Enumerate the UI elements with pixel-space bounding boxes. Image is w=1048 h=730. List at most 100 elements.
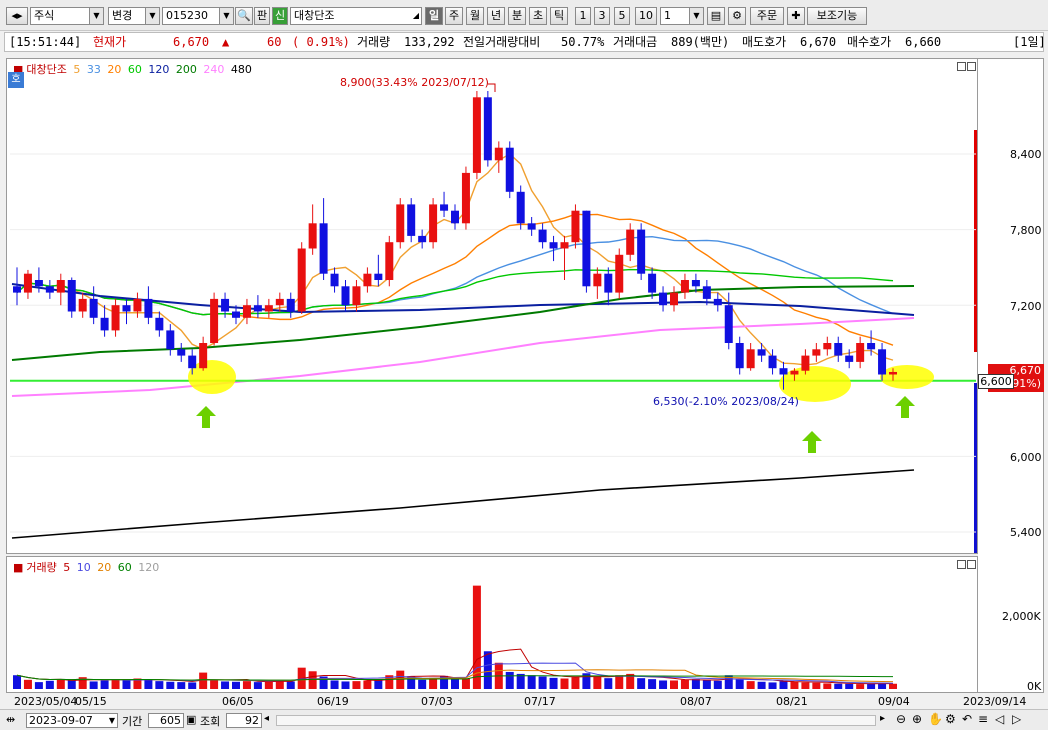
zoom-in-icon[interactable]: ⊕ <box>912 712 923 726</box>
period-day-button[interactable]: 일 <box>425 7 443 25</box>
volume-bar <box>560 678 569 689</box>
period-month-button[interactable]: 월 <box>466 7 484 25</box>
sin-badge[interactable]: 신 <box>272 7 288 25</box>
window-close-icon[interactable] <box>967 62 976 71</box>
market-type-select[interactable]: 주식 ▼ <box>30 7 104 25</box>
candle-body <box>363 273 372 287</box>
candle-body <box>604 273 613 293</box>
chevron-down-icon[interactable]: ▼ <box>89 8 103 24</box>
volume-bar <box>418 679 427 689</box>
prev-icon[interactable]: ◁ <box>995 712 1005 726</box>
candle-body <box>560 242 569 249</box>
volume-bar <box>13 675 21 689</box>
volume-bar <box>823 683 832 689</box>
candle-body <box>483 97 492 161</box>
change-select[interactable]: 변경 ▼ <box>108 7 160 25</box>
candle-body <box>538 229 547 243</box>
candle-body <box>505 147 514 192</box>
market-type-value: 주식 <box>34 9 55 22</box>
num-10-button[interactable]: 10 <box>635 7 657 25</box>
next-icon[interactable]: ▷ <box>1012 712 1022 726</box>
candle-body <box>13 286 21 293</box>
window-close-icon[interactable] <box>967 560 976 569</box>
scroll-right-icon[interactable]: ▸ <box>880 713 886 724</box>
volume-bar <box>713 680 722 689</box>
candle-body <box>757 349 766 356</box>
candle-body <box>637 229 646 274</box>
chevron-down-icon[interactable]: ▼ <box>145 8 159 24</box>
vol-ma-legend-120: 120 <box>138 561 160 574</box>
gear-icon[interactable]: ⚙ <box>728 7 746 25</box>
y-tick-5400: 5,400 <box>1010 526 1042 539</box>
chart-badge[interactable]: 호 <box>8 72 24 88</box>
period-input[interactable]: 605 <box>148 713 184 728</box>
volume-chart-panel[interactable]: ■ 거래량 5 10 20 60 120 <box>6 556 978 693</box>
search-icon[interactable]: 🔍 <box>235 7 253 25</box>
prev-ratio-value: 50.77% <box>561 35 605 49</box>
period-week-button[interactable]: 주 <box>445 7 463 25</box>
candle-body <box>78 298 87 312</box>
candle-body <box>56 280 65 293</box>
candle-body <box>407 204 416 236</box>
candle-body <box>516 191 525 224</box>
current-pct-tag-value: .91%) <box>1008 377 1041 390</box>
candle-body <box>845 355 854 362</box>
menu-icon[interactable]: ≡ <box>978 712 989 726</box>
volume-bar <box>67 680 76 689</box>
order-button[interactable]: 주문 <box>750 7 784 25</box>
hand-icon[interactable]: ✋ <box>928 712 943 726</box>
settings-icon[interactable]: ⚙ <box>945 712 956 726</box>
vol-ma-legend-20: 20 <box>97 561 112 574</box>
period-minute-button[interactable]: 분 <box>508 7 526 25</box>
plus-icon[interactable]: ✚ <box>787 7 805 25</box>
candle-body <box>341 286 350 306</box>
pan-button[interactable]: 판 <box>254 7 270 25</box>
stock-name-field[interactable]: 대창단조 ◢ <box>290 7 422 25</box>
volume-bar <box>188 682 197 689</box>
volume-bar <box>45 680 54 689</box>
stock-code-input[interactable]: 015230 ▼ <box>162 7 234 25</box>
chevron-down-icon[interactable]: ▼ <box>108 716 115 725</box>
candle-body <box>166 330 175 350</box>
num-5-button[interactable]: 5 <box>614 7 630 25</box>
volume-bar <box>144 679 153 689</box>
period-year-button[interactable]: 년 <box>487 7 505 25</box>
chevron-down-icon[interactable]: ▼ <box>219 8 233 24</box>
period-second-button[interactable]: 초 <box>529 7 547 25</box>
zoom-out-icon[interactable]: ⊖ <box>896 712 907 726</box>
undo-icon[interactable]: ↶ <box>962 712 973 726</box>
date-input[interactable]: 2023-09-07 ▼ <box>26 713 118 728</box>
query-input[interactable]: 92 <box>226 713 262 728</box>
resize-handle-icon[interactable]: ⇹ <box>6 713 16 726</box>
x-label-0619: 06/19 <box>317 695 349 708</box>
candle-body <box>396 204 405 243</box>
candle-body <box>253 305 262 312</box>
volume-bar <box>199 672 208 689</box>
candle-body <box>878 349 887 375</box>
ma-legend-480: 480 <box>230 63 252 76</box>
window-restore-icon[interactable] <box>957 560 966 569</box>
ma-legend-200: 200 <box>175 63 197 76</box>
num-1-button[interactable]: 1 <box>575 7 591 25</box>
nav-arrows-icon[interactable]: ◂▸ <box>6 7 28 25</box>
volume-bar <box>878 683 887 689</box>
query-icon[interactable]: ▣ <box>186 713 197 726</box>
window-restore-icon[interactable] <box>957 62 966 71</box>
chevron-down-icon[interactable]: ▼ <box>689 8 703 24</box>
ma-legend-60: 60 <box>127 63 142 76</box>
num-3-button[interactable]: 3 <box>594 7 610 25</box>
volume-bar <box>111 679 120 689</box>
range-bar-down <box>974 383 977 553</box>
scroll-left-icon[interactable]: ◂ <box>264 713 270 724</box>
volume-bar <box>78 677 87 689</box>
aux-function-button[interactable]: 보조기능 <box>807 7 867 25</box>
horizontal-scrollbar[interactable] <box>276 715 876 726</box>
candle-body <box>691 280 700 287</box>
candle-body <box>571 210 580 243</box>
save-icon[interactable]: ▤ <box>707 7 725 25</box>
period-tick-button[interactable]: 틱 <box>550 7 568 25</box>
candle-body <box>659 292 668 306</box>
ma-line-480 <box>11 469 915 539</box>
interval-input[interactable]: 1 ▼ <box>660 7 704 25</box>
